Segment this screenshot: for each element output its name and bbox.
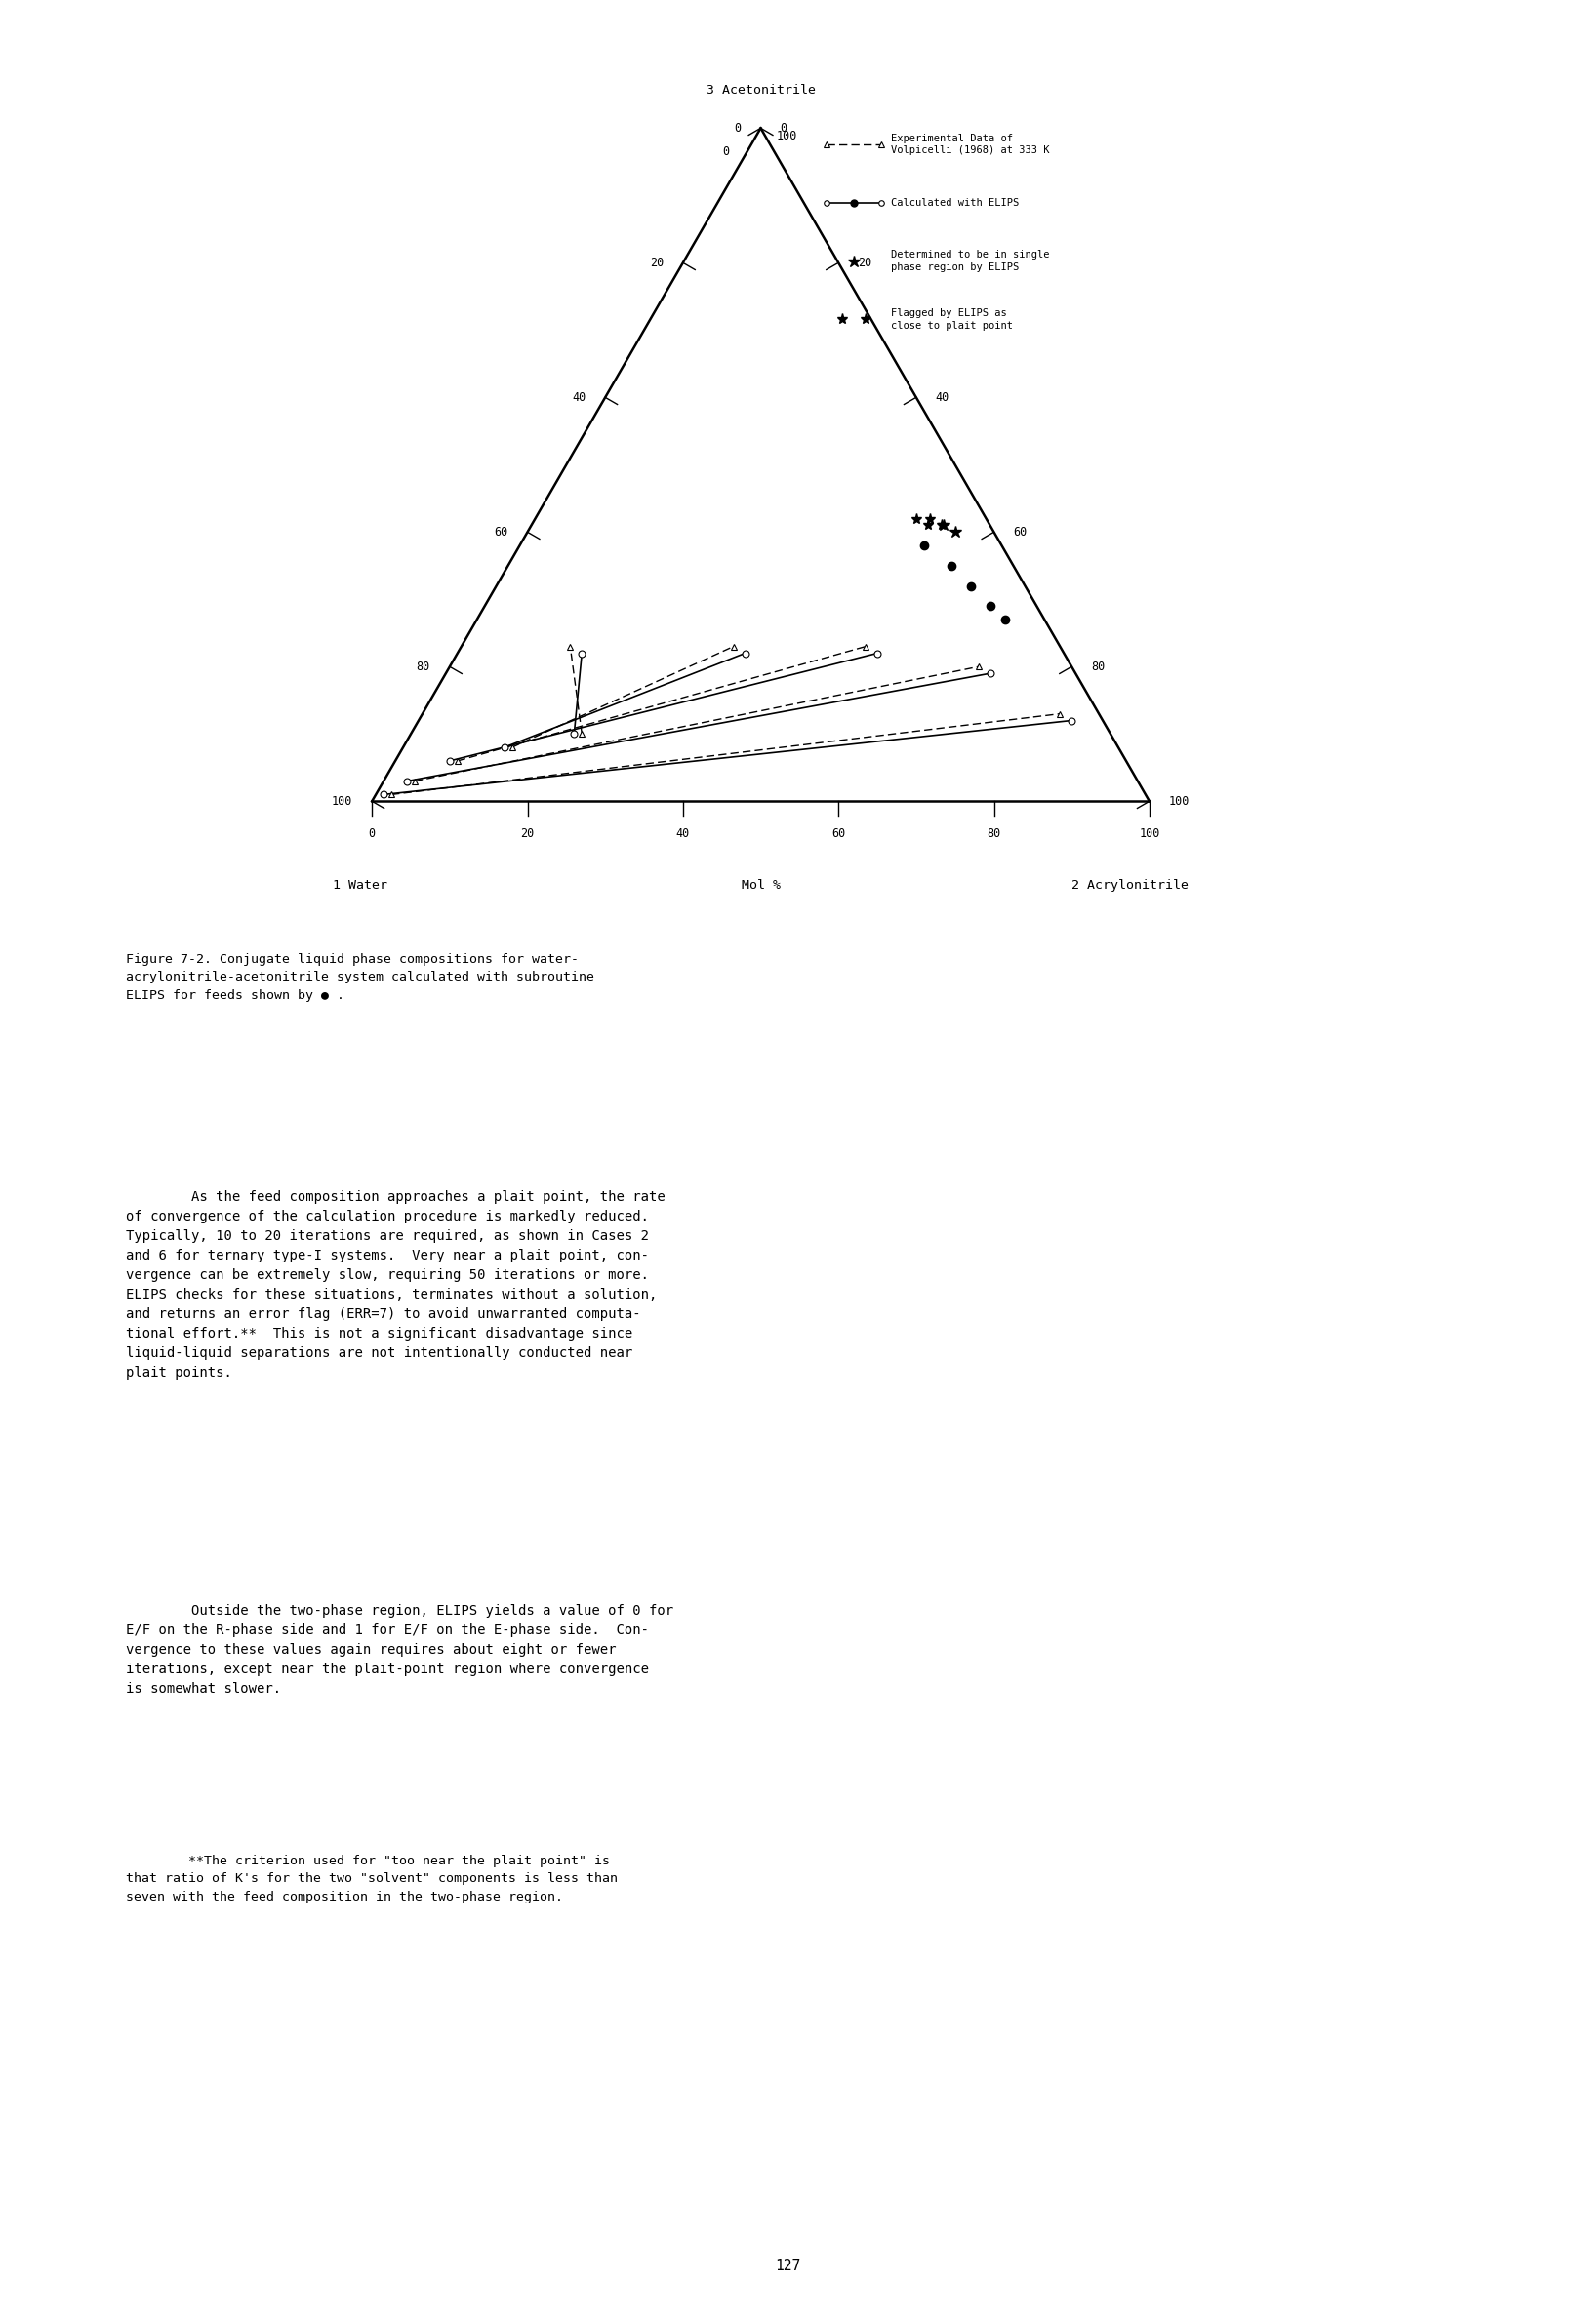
Text: 1 Water: 1 Water	[332, 878, 387, 892]
Text: 100: 100	[776, 130, 797, 142]
Text: 2 Acrylonitrile: 2 Acrylonitrile	[1071, 878, 1188, 892]
Text: Flagged by ELIPS as
close to plait point: Flagged by ELIPS as close to plait point	[890, 309, 1013, 330]
Text: 0: 0	[369, 827, 375, 839]
Text: 0: 0	[723, 144, 729, 158]
Text: 20: 20	[520, 827, 534, 839]
Text: **The criterion used for "too near the plait point" is
that ratio of K's for the: **The criterion used for "too near the p…	[126, 1855, 617, 1903]
Text: Determined to be in single
phase region by ELIPS: Determined to be in single phase region …	[890, 251, 1049, 272]
Text: 60: 60	[495, 525, 509, 539]
Text: 100: 100	[332, 795, 353, 809]
Text: 100: 100	[1139, 827, 1159, 839]
Text: 127: 127	[775, 2259, 800, 2273]
Text: Calculated with ELIPS: Calculated with ELIPS	[890, 198, 1019, 207]
Text: 100: 100	[1169, 795, 1189, 809]
Text: 20: 20	[649, 256, 663, 270]
Text: 40: 40	[676, 827, 690, 839]
Text: 80: 80	[416, 660, 430, 674]
Text: Experimental Data of
Volpicelli (1968) at 333 K: Experimental Data of Volpicelli (1968) a…	[890, 132, 1049, 156]
Text: 3 Acetonitrile: 3 Acetonitrile	[706, 84, 816, 98]
Text: 0: 0	[780, 121, 788, 135]
Text: Outside the two-phase region, ELIPS yields a value of 0 for
E/F on the R-phase s: Outside the two-phase region, ELIPS yiel…	[126, 1604, 674, 1697]
Text: As the feed composition approaches a plait point, the rate
of convergence of the: As the feed composition approaches a pla…	[126, 1190, 665, 1380]
Text: 60: 60	[1013, 525, 1027, 539]
Text: Figure 7-2. Conjugate liquid phase compositions for water-
acrylonitrile-acetoni: Figure 7-2. Conjugate liquid phase compo…	[126, 953, 594, 1002]
Text: 20: 20	[858, 256, 873, 270]
Text: 40: 40	[572, 390, 586, 404]
Text: 80: 80	[988, 827, 1000, 839]
Text: 40: 40	[936, 390, 950, 404]
Text: 0: 0	[734, 121, 742, 135]
Text: 80: 80	[1091, 660, 1106, 674]
Text: Mol %: Mol %	[742, 878, 780, 892]
Text: 60: 60	[832, 827, 846, 839]
